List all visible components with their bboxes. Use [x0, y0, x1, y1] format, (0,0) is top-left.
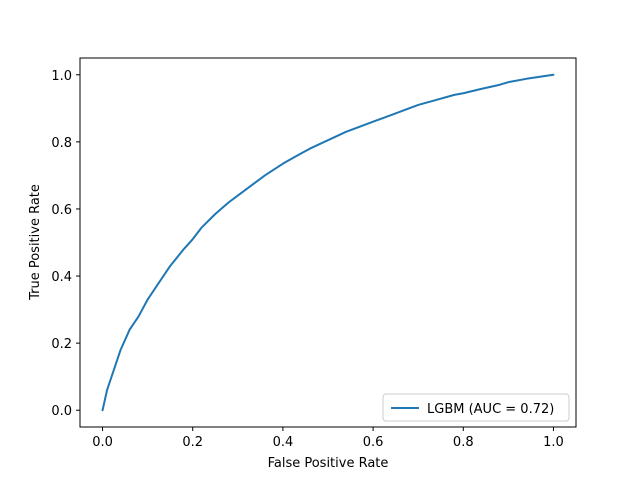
x-axis-label: False Positive Rate — [268, 456, 389, 471]
roc-curve-line — [101, 73, 555, 412]
y-tick-label: 0.8 — [51, 136, 72, 151]
plot-frame — [79, 57, 577, 428]
x-tick-label: 0.0 — [92, 435, 113, 450]
legend-box — [382, 393, 570, 422]
x-tick-label: 0.8 — [453, 435, 474, 450]
y-axis-label: True Positive Rate — [28, 184, 43, 301]
y-tick-label: 1.0 — [51, 69, 72, 84]
legend-entry-label: LGBM (AUC = 0.72) — [427, 402, 554, 417]
x-axis-ticks: 0.0 0.2 0.4 0.6 0.8 1.0 — [92, 427, 564, 450]
plot-area — [80, 58, 576, 427]
y-tick-label: 0.4 — [51, 270, 72, 285]
y-axis-ticks: 0.0 0.2 0.4 0.6 0.8 1.0 — [51, 69, 80, 419]
y-tick-label: 0.6 — [51, 203, 72, 218]
x-tick-label: 0.2 — [182, 435, 203, 450]
x-tick-label: 0.6 — [363, 435, 384, 450]
series-layer — [101, 73, 555, 412]
y-tick-label: 0.2 — [51, 337, 72, 352]
x-tick-label: 1.0 — [543, 435, 564, 450]
y-tick-label: 0.0 — [51, 404, 72, 419]
legend: LGBM (AUC = 0.72) — [382, 393, 570, 422]
x-tick-label: 0.4 — [273, 435, 294, 450]
